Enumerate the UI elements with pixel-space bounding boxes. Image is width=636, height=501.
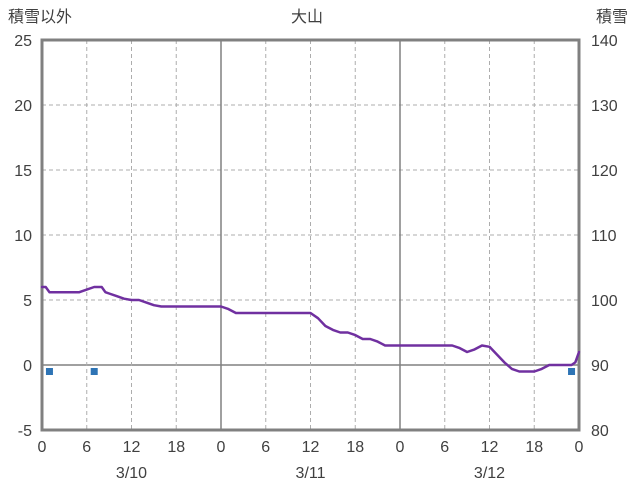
right-axis-title: 積雪 — [596, 8, 628, 26]
day-label: 3/12 — [474, 465, 505, 482]
day-label: 3/11 — [296, 465, 326, 482]
left-tick-label: 5 — [23, 293, 32, 310]
right-tick-label: 100 — [591, 293, 618, 310]
x-tick-label: 0 — [38, 439, 47, 456]
left-tick-label: 10 — [14, 228, 32, 245]
chart-title: 大山 — [291, 8, 323, 26]
left-tick-label: 25 — [14, 33, 32, 50]
x-tick-label: 0 — [575, 439, 584, 456]
left-axis-title: 積雪以外 — [8, 8, 72, 26]
precip-markers-point — [90, 368, 98, 375]
x-tick-label: 0 — [396, 439, 405, 456]
snow-depth-line — [40, 285, 581, 373]
plot-frame — [40, 38, 581, 432]
left-tick-label: -5 — [18, 423, 32, 440]
right-tick-label: 120 — [591, 163, 618, 180]
precip-markers-point — [45, 368, 53, 375]
right-tick-label: 80 — [591, 423, 609, 440]
x-tick-label: 12 — [481, 439, 499, 456]
left-tick-label: 0 — [23, 358, 32, 375]
x-tick-label: 18 — [167, 439, 185, 456]
x-tick-label: 6 — [82, 439, 91, 456]
day-label: 3/10 — [116, 465, 147, 482]
right-tick-label: 90 — [591, 358, 609, 375]
precip-markers-point — [568, 368, 576, 375]
x-tick-label: 6 — [440, 439, 449, 456]
right-tick-label: 130 — [591, 98, 618, 115]
right-tick-label: 110 — [591, 228, 617, 245]
x-tick-label: 18 — [346, 439, 364, 456]
x-tick-label: 12 — [302, 439, 320, 456]
left-tick-label: 20 — [14, 98, 32, 115]
x-tick-label: 0 — [217, 439, 226, 456]
x-tick-label: 12 — [123, 439, 141, 456]
right-tick-label: 140 — [591, 33, 618, 50]
x-tick-label: 18 — [525, 439, 543, 456]
left-tick-label: 15 — [14, 163, 32, 180]
x-tick-label: 6 — [261, 439, 270, 456]
